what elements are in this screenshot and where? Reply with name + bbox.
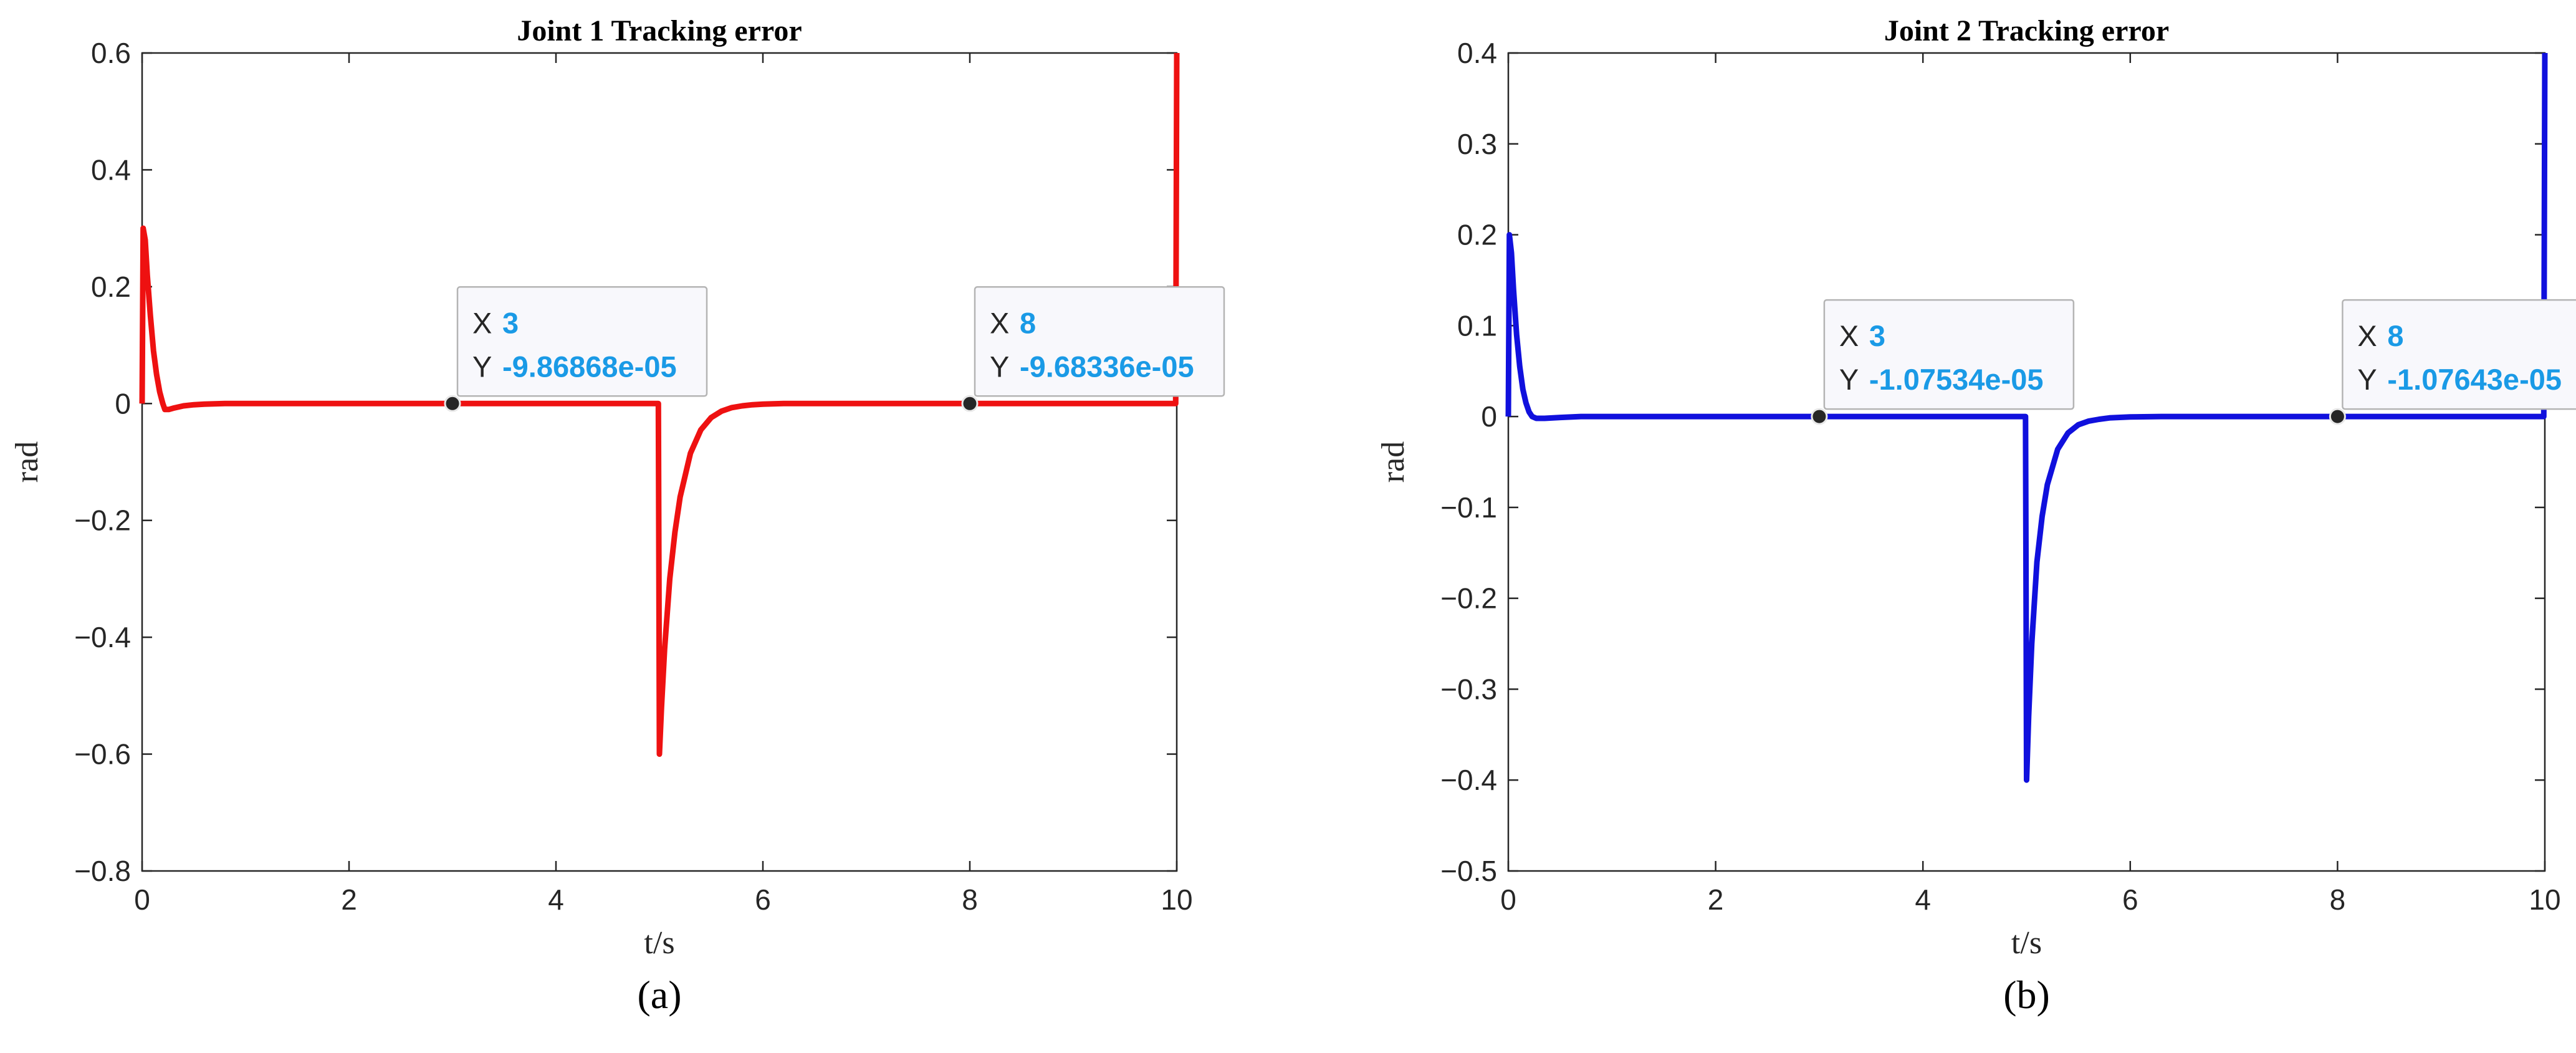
datatip-y-value: -1.07643e-05 xyxy=(2387,363,2562,396)
y-tick-label: 0.6 xyxy=(91,37,131,69)
x-tick-label: 2 xyxy=(341,883,357,916)
y-axis-label: rad xyxy=(9,441,45,483)
panel-caption: (b) xyxy=(2003,973,2050,1017)
x-tick-label: 4 xyxy=(548,883,564,916)
datatip-x-value: 3 xyxy=(502,306,519,339)
y-tick-label: −0.3 xyxy=(1440,673,1497,705)
datatip[interactable]: X 8Y -1.07643e-05 xyxy=(2329,299,2576,425)
y-tick-label: −0.4 xyxy=(1440,764,1497,796)
datatip-x-value: 8 xyxy=(2387,319,2403,352)
datatip[interactable]: X 8Y -9.68336e-05 xyxy=(961,286,1225,412)
chart-title: Joint 1 Tracking error xyxy=(517,14,802,47)
datatip-y-label: Y xyxy=(1839,363,1859,396)
chart-panel-b: 0 2 4 6 8 10 −0.5 −0.4 −0.3 −0.2 −0.1 0 0.1 0.2 0.3 0.4… xyxy=(1376,14,2576,1017)
datatip-marker[interactable] xyxy=(2329,408,2346,425)
chart-panel-a: 0 2 4 6 8 10 −0.8 −0.6 −0.4 −0.2 0 0.2 0.4 0.6 Joint 1… xyxy=(9,14,1225,1017)
x-tick-label: 0 xyxy=(134,883,150,916)
y-tick-label: −0.6 xyxy=(74,738,131,771)
y-tick-label: −0.2 xyxy=(1440,582,1497,615)
datatip-x-label: X xyxy=(472,306,492,339)
y-axis-label: rad xyxy=(1376,441,1411,483)
datatip-marker[interactable] xyxy=(444,395,461,412)
datatip-marker[interactable] xyxy=(1811,408,1828,425)
y-tick-label: 0 xyxy=(115,387,131,420)
x-tick-label: 8 xyxy=(962,883,978,916)
x-tick-label: 10 xyxy=(2529,883,2560,916)
series-line xyxy=(1505,52,2548,783)
y-tick-label: −0.8 xyxy=(74,855,131,887)
datatip-box xyxy=(1823,299,2075,410)
y-tick-label: 0.4 xyxy=(1457,37,1497,69)
y-tick-label: −0.2 xyxy=(74,504,131,537)
y-tick-label: 0.2 xyxy=(91,271,131,303)
y-tick-label: 0.3 xyxy=(1457,128,1497,160)
datatip-y-label: Y xyxy=(990,350,1009,383)
y-tick-label: −0.5 xyxy=(1440,855,1497,887)
y-tick-label: 0.4 xyxy=(91,153,131,186)
datatip-x-label: X xyxy=(990,306,1009,339)
datatip-x-value: 8 xyxy=(1020,306,1036,339)
datatip-y-value: -9.86868e-05 xyxy=(502,350,677,383)
series-line xyxy=(139,52,1180,757)
x-tick-label: 6 xyxy=(2122,883,2138,916)
x-tick-label: 8 xyxy=(2330,883,2346,916)
datatip-x-label: X xyxy=(1839,319,1859,352)
y-tick-label: 0.2 xyxy=(1457,219,1497,251)
panel-caption: (a) xyxy=(637,973,681,1017)
x-axis-label: t/s xyxy=(2011,925,2042,961)
datatip-box xyxy=(456,286,708,397)
y-tick-label: −0.1 xyxy=(1440,491,1497,524)
datatip-y-label: Y xyxy=(2357,363,2377,396)
x-tick-label: 4 xyxy=(1915,883,1931,916)
datatip[interactable]: X 3Y -9.86868e-05 xyxy=(444,286,708,412)
x-tick-label: 10 xyxy=(1161,883,1192,916)
x-axis-label: t/s xyxy=(644,925,674,961)
chart-title: Joint 2 Tracking error xyxy=(1884,14,2169,47)
x-tick-label: 0 xyxy=(1500,883,1516,916)
datatip-y-value: -9.68336e-05 xyxy=(1020,350,1194,383)
datatip-x-value: 3 xyxy=(1869,319,1885,352)
datatip-marker[interactable] xyxy=(961,395,979,412)
y-tick-label: 0 xyxy=(1481,400,1497,433)
x-tick-label: 2 xyxy=(1708,883,1724,916)
datatip-box xyxy=(2342,299,2576,410)
datatip[interactable]: X 3Y -1.07534e-05 xyxy=(1811,299,2075,425)
datatip-x-label: X xyxy=(2357,319,2377,352)
y-tick-label: 0.1 xyxy=(1457,309,1497,342)
y-tick-label: −0.4 xyxy=(74,621,131,653)
datatip-y-value: -1.07534e-05 xyxy=(1869,363,2044,396)
x-tick-label: 6 xyxy=(755,883,771,916)
datatip-y-label: Y xyxy=(472,350,492,383)
datatip-box xyxy=(974,286,1225,397)
